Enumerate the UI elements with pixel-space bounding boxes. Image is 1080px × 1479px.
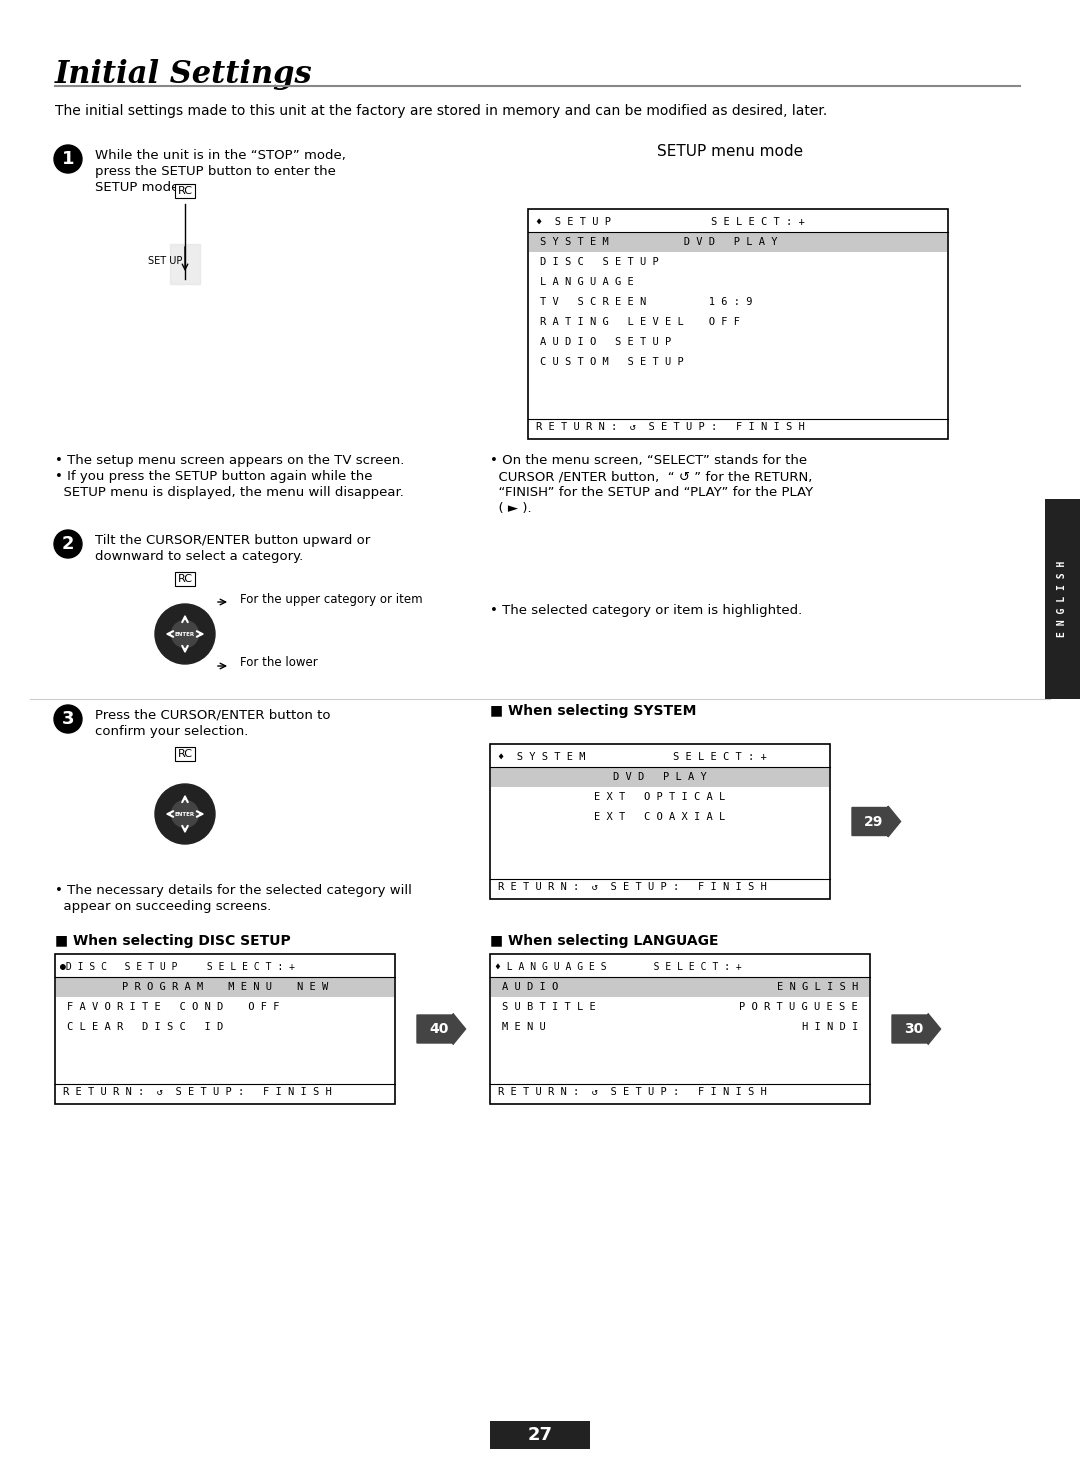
Text: E N G L I S H: E N G L I S H xyxy=(1057,561,1067,637)
Text: downward to select a category.: downward to select a category. xyxy=(95,550,303,563)
Bar xyxy=(56,978,394,997)
Text: 27: 27 xyxy=(527,1426,553,1444)
Text: ■ When selecting SYSTEM: ■ When selecting SYSTEM xyxy=(490,704,697,717)
Text: S U B T I T L E: S U B T I T L E xyxy=(502,1001,596,1012)
Text: 29: 29 xyxy=(864,815,883,828)
Bar xyxy=(490,1421,590,1449)
Text: T V   S C R E E N          1 6 : 9: T V S C R E E N 1 6 : 9 xyxy=(540,297,753,308)
Circle shape xyxy=(54,705,82,734)
Circle shape xyxy=(156,603,215,664)
Bar xyxy=(490,954,870,1103)
Bar xyxy=(490,744,831,899)
Text: ♦  S E T U P                S E L E C T : +: ♦ S E T U P S E L E C T : + xyxy=(536,217,805,226)
Text: L A N G U A G E: L A N G U A G E xyxy=(540,277,634,287)
Text: While the unit is in the “STOP” mode,: While the unit is in the “STOP” mode, xyxy=(95,149,346,163)
Text: Tilt the CURSOR/ENTER button upward or: Tilt the CURSOR/ENTER button upward or xyxy=(95,534,370,547)
Text: ♦ L A N G U A G E S        S E L E C T : +: ♦ L A N G U A G E S S E L E C T : + xyxy=(495,961,742,972)
Text: C U S T O M   S E T U P: C U S T O M S E T U P xyxy=(540,356,684,367)
Text: S Y S T E M            D V D   P L A Y: S Y S T E M D V D P L A Y xyxy=(540,237,778,247)
Text: 2: 2 xyxy=(62,535,75,553)
FancyArrow shape xyxy=(417,1013,465,1044)
Text: A U D I O   S E T U P: A U D I O S E T U P xyxy=(540,337,672,348)
Text: 40: 40 xyxy=(429,1022,448,1035)
Text: 30: 30 xyxy=(904,1022,923,1035)
Text: R E T U R N :  ↺  S E T U P :   F I N I S H: R E T U R N : ↺ S E T U P : F I N I S H xyxy=(63,1087,332,1097)
Text: RC: RC xyxy=(177,186,192,197)
Text: RC: RC xyxy=(177,574,192,584)
Text: For the lower: For the lower xyxy=(240,657,318,670)
Text: • On the menu screen, “SELECT” stands for the: • On the menu screen, “SELECT” stands fo… xyxy=(490,454,807,467)
Text: E X T   C O A X I A L: E X T C O A X I A L xyxy=(594,812,726,822)
Text: SETUP menu mode: SETUP menu mode xyxy=(657,143,804,160)
Bar xyxy=(491,978,869,997)
Text: E N G L I S H: E N G L I S H xyxy=(777,982,858,992)
Text: ENTER: ENTER xyxy=(175,812,195,816)
Bar xyxy=(1045,498,1080,700)
FancyArrow shape xyxy=(892,1013,941,1044)
Text: F A V O R I T E   C O N D    O F F: F A V O R I T E C O N D O F F xyxy=(67,1001,280,1012)
Text: ●D I S C   S E T U P     S E L E C T : +: ●D I S C S E T U P S E L E C T : + xyxy=(60,961,295,972)
Text: D I S C   S E T U P: D I S C S E T U P xyxy=(540,257,659,268)
Text: CURSOR /ENTER button,  “ ↺ ” for the RETURN,: CURSOR /ENTER button, “ ↺ ” for the RETU… xyxy=(490,470,812,484)
Text: • The necessary details for the selected category will: • The necessary details for the selected… xyxy=(55,884,411,896)
Text: • The selected category or item is highlighted.: • The selected category or item is highl… xyxy=(490,603,802,617)
Text: SETUP menu is displayed, the menu will disappear.: SETUP menu is displayed, the menu will d… xyxy=(55,487,404,498)
Bar xyxy=(491,768,829,787)
Text: A U D I O: A U D I O xyxy=(502,982,558,992)
Text: For the upper category or item: For the upper category or item xyxy=(240,593,422,605)
Text: D V D   P L A Y: D V D P L A Y xyxy=(613,772,707,782)
Text: Initial Settings: Initial Settings xyxy=(55,59,312,90)
Text: M E N U: M E N U xyxy=(502,1022,545,1032)
Text: R E T U R N :  ↺  S E T U P :   F I N I S H: R E T U R N : ↺ S E T U P : F I N I S H xyxy=(536,422,805,432)
Text: Press the CURSOR/ENTER button to: Press the CURSOR/ENTER button to xyxy=(95,708,330,722)
Bar xyxy=(528,209,948,439)
Text: SET UP: SET UP xyxy=(148,256,183,266)
Text: ♦  S Y S T E M              S E L E C T : +: ♦ S Y S T E M S E L E C T : + xyxy=(498,751,767,762)
Text: ( ► ).: ( ► ). xyxy=(490,501,531,515)
Circle shape xyxy=(172,621,199,648)
Text: press the SETUP button to enter the: press the SETUP button to enter the xyxy=(95,166,336,177)
Text: ENTER: ENTER xyxy=(175,632,195,636)
Text: R E T U R N :  ↺  S E T U P :   F I N I S H: R E T U R N : ↺ S E T U P : F I N I S H xyxy=(498,881,767,892)
Text: H I N D I: H I N D I xyxy=(801,1022,858,1032)
Text: appear on succeeding screens.: appear on succeeding screens. xyxy=(55,901,271,913)
Text: confirm your selection.: confirm your selection. xyxy=(95,725,248,738)
Bar xyxy=(529,232,947,251)
Text: SETUP mode.: SETUP mode. xyxy=(95,180,184,194)
Text: R A T I N G   L E V E L    O F F: R A T I N G L E V E L O F F xyxy=(540,317,740,327)
Circle shape xyxy=(54,145,82,173)
Text: ■ When selecting DISC SETUP: ■ When selecting DISC SETUP xyxy=(55,935,291,948)
Text: • If you press the SETUP button again while the: • If you press the SETUP button again wh… xyxy=(55,470,373,484)
Text: R E T U R N :  ↺  S E T U P :   F I N I S H: R E T U R N : ↺ S E T U P : F I N I S H xyxy=(498,1087,767,1097)
Text: ■ When selecting LANGUAGE: ■ When selecting LANGUAGE xyxy=(490,935,718,948)
Text: The initial settings made to this unit at the factory are stored in memory and c: The initial settings made to this unit a… xyxy=(55,104,827,118)
FancyArrow shape xyxy=(852,806,901,837)
Text: RC: RC xyxy=(177,748,192,759)
Circle shape xyxy=(54,529,82,558)
Text: C L E A R   D I S C   I D: C L E A R D I S C I D xyxy=(67,1022,224,1032)
Text: P R O G R A M    M E N U    N E W: P R O G R A M M E N U N E W xyxy=(122,982,328,992)
Circle shape xyxy=(172,800,199,827)
Text: • The setup menu screen appears on the TV screen.: • The setup menu screen appears on the T… xyxy=(55,454,404,467)
Text: 1: 1 xyxy=(62,149,75,169)
Text: P O R T U G U E S E: P O R T U G U E S E xyxy=(739,1001,858,1012)
Text: E X T   O P T I C A L: E X T O P T I C A L xyxy=(594,791,726,802)
Bar xyxy=(55,954,395,1103)
Circle shape xyxy=(156,784,215,845)
Text: 3: 3 xyxy=(62,710,75,728)
Text: “FINISH” for the SETUP and “PLAY” for the PLAY: “FINISH” for the SETUP and “PLAY” for th… xyxy=(490,487,813,498)
